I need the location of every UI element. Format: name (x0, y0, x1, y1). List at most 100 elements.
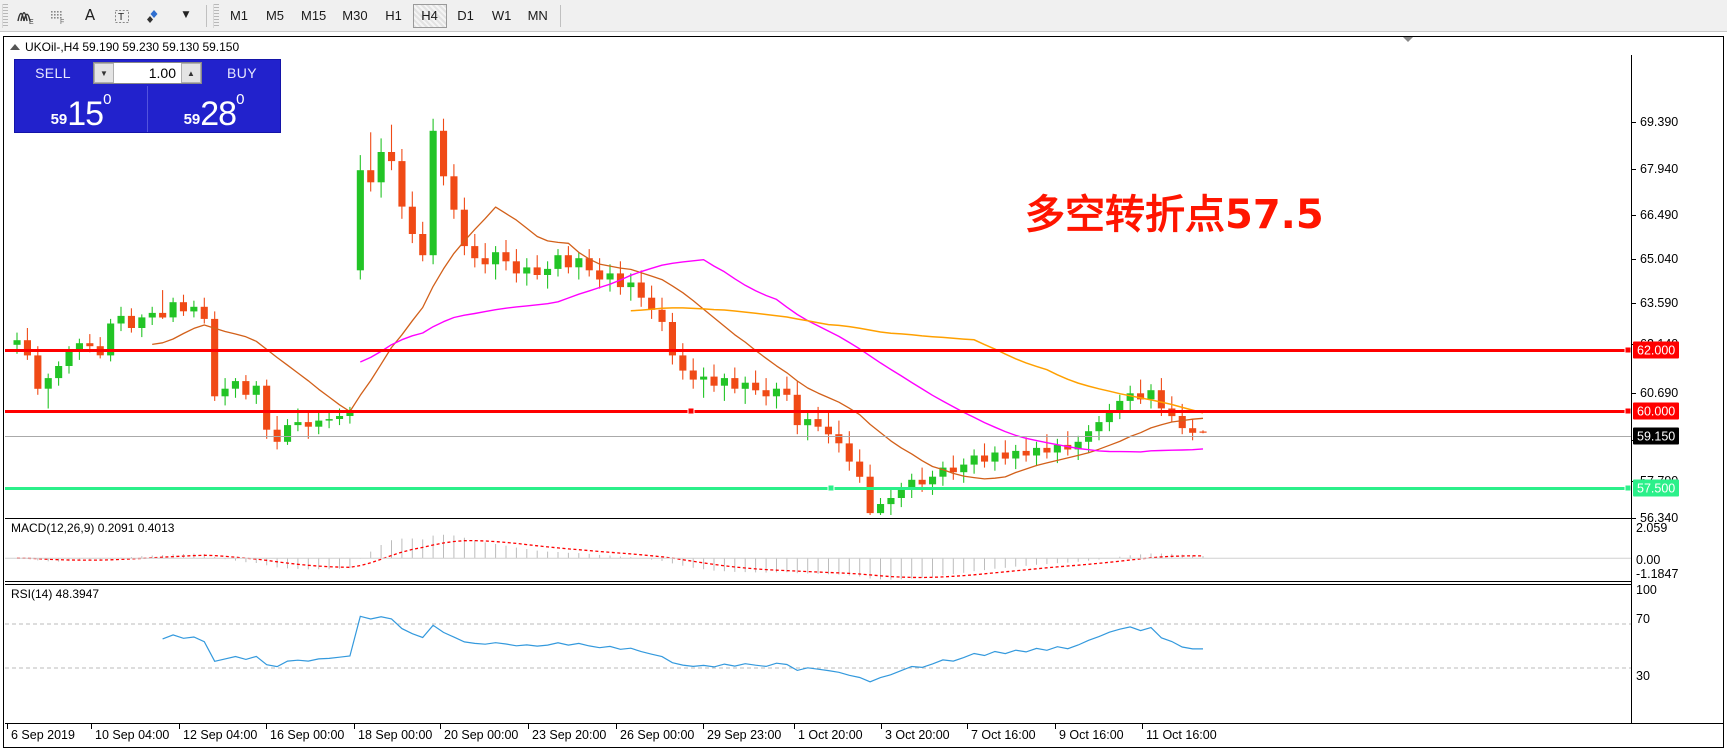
svg-text:E: E (29, 19, 34, 25)
rsi-chart-svg (5, 615, 1635, 683)
axis-tick-mark (1632, 122, 1636, 123)
price-tick-67-940: 67.940 (1640, 162, 1679, 176)
macd-signal-line (16, 539, 1204, 579)
time-label: 3 Oct 20:00 (885, 728, 950, 742)
time-tick-mark (440, 724, 441, 729)
axis-tick-mark (1632, 215, 1636, 216)
timeframe-h4[interactable]: H4 (412, 3, 447, 28)
timeframe-w1[interactable]: W1 (491, 8, 512, 23)
axis-tick-mark (1632, 303, 1636, 304)
price-level-62000[interactable]: 62.000 (1633, 341, 1680, 359)
price-pane[interactable]: 多空转折点57.5 (5, 55, 1635, 515)
one-click-trading-panel[interactable]: SELL ▼ 1.00 ▲ BUY 59 15 0 59 28 0 (14, 59, 281, 133)
support-57-5[interactable] (5, 487, 1635, 490)
time-label: 18 Sep 00:00 (358, 728, 433, 742)
macd-pane[interactable]: MACD(12,26,9) 0.2091 0.4013 (5, 518, 1635, 582)
time-tick-mark (616, 724, 617, 729)
timeframe-m5[interactable]: M5 (265, 8, 285, 23)
resistance-60-anchor[interactable] (687, 407, 695, 415)
octp-header-row: SELL ▼ 1.00 ▲ BUY (15, 60, 280, 86)
price-chart-svg (13, 118, 1207, 515)
time-label: 9 Oct 16:00 (1059, 728, 1124, 742)
price-axis[interactable]: 69.39067.94066.49065.04063.59062.14060.6… (1631, 55, 1723, 724)
buy-price-integer: 59 (183, 111, 201, 128)
objects-icon[interactable] (139, 3, 169, 29)
support-57-5-anchor[interactable] (827, 484, 835, 492)
sell-price-display[interactable]: 59 15 0 (15, 86, 148, 132)
timeframe-m15[interactable]: M15 (301, 8, 327, 23)
main-toolbar: E F A T (0, 0, 1727, 32)
triangle-up-icon (10, 44, 20, 50)
macd-tick-2059: 2.059 (1636, 521, 1668, 535)
current-price-line[interactable] (5, 436, 1635, 437)
resistance-62[interactable] (5, 349, 1635, 352)
time-axis[interactable]: 6 Sep 2019 10 Sep 04:00 12 Sep 04:00 16 Sep… (5, 723, 1723, 747)
sell-price-integer: 59 (50, 111, 68, 128)
text-icon[interactable]: A (84, 6, 96, 24)
volume-decrease-icon[interactable]: ▼ (94, 63, 114, 83)
time-label: 16 Sep 00:00 (270, 728, 345, 742)
rsi-tick-30: 30 (1636, 669, 1650, 683)
timeframe-mn[interactable]: MN (527, 8, 548, 23)
time-tick-mark (1055, 724, 1056, 729)
volume-increase-icon[interactable]: ▲ (181, 63, 201, 83)
octp-price-row: 59 15 0 59 28 0 (15, 86, 280, 132)
toolbar-separator (206, 4, 207, 27)
price-level-57500[interactable]: 57.500 (1633, 479, 1680, 497)
timeframe-h1[interactable]: H1 (385, 8, 402, 23)
price-level-60000[interactable]: 60.000 (1633, 402, 1680, 420)
moving-average-series (152, 206, 1204, 480)
toolbar-separator-2 (559, 4, 561, 27)
toolbar-grip[interactable] (2, 3, 8, 28)
price-tick-63-590: 63.590 (1640, 296, 1679, 310)
macd-label: MACD(12,26,9) 0.2091 0.4013 (11, 521, 175, 535)
time-tick-mark (794, 724, 795, 729)
timeframe-group: M1 M5 M15 M30 H1 H4 D1 W1 MN (221, 3, 556, 28)
time-tick-mark (967, 724, 968, 729)
chart-window: UKOil-,H4 59.190 59.230 59.130 59.150 多空… (3, 36, 1724, 748)
time-tick-mark (703, 724, 704, 729)
buy-button[interactable]: BUY (227, 65, 257, 81)
volume-stepper[interactable]: ▼ 1.00 ▲ (93, 62, 202, 84)
timeframe-m1[interactable]: M1 (229, 8, 249, 23)
price-tick-65-040: 65.040 (1640, 252, 1679, 266)
macd-tick-11847: -1.1847 (1636, 567, 1679, 581)
rsi-label: RSI(14) 48.3947 (11, 587, 100, 601)
candlestick-series (13, 118, 1207, 515)
indicators-icon[interactable]: E (11, 3, 41, 29)
chart-title-bar: UKOil-,H4 59.190 59.230 59.130 59.150 (6, 39, 239, 55)
collapse-icon[interactable] (1403, 37, 1413, 42)
price-tick-56-340: 56.340 (1640, 511, 1679, 525)
chevron-down-icon[interactable]: ▼ (182, 10, 190, 20)
sell-price-main: 15 (67, 94, 104, 133)
axis-tick-mark (1632, 518, 1636, 519)
timeframe-m30[interactable]: M30 (342, 8, 368, 23)
time-label: 26 Sep 00:00 (620, 728, 695, 742)
timeframe-d1[interactable]: D1 (457, 8, 474, 23)
time-label: 7 Oct 16:00 (971, 728, 1036, 742)
grid-icon[interactable]: F (43, 3, 73, 29)
buy-price-display[interactable]: 59 28 0 (148, 86, 280, 132)
volume-input[interactable]: 1.00 (114, 63, 181, 83)
axis-tick-mark (1632, 393, 1636, 394)
resistance-60[interactable] (5, 410, 1635, 413)
text-label-icon[interactable]: T (107, 3, 137, 29)
time-tick-mark (91, 724, 92, 729)
time-label: 1 Oct 20:00 (798, 728, 863, 742)
rsi-pane[interactable]: RSI(14) 48.3947 (5, 584, 1635, 724)
current-price-badge[interactable]: 59.150 (1633, 427, 1680, 445)
timeframe-grip[interactable] (213, 3, 219, 28)
svg-text:T: T (118, 12, 124, 23)
macd-chart-svg (5, 534, 1635, 580)
price-tick-66-490: 66.490 (1640, 208, 1679, 222)
chart-annotation-text: 多空转折点57.5 (1025, 192, 1324, 238)
time-label: 10 Sep 04:00 (95, 728, 170, 742)
svg-text:F: F (60, 19, 64, 25)
buy-price-main: 28 (200, 94, 237, 133)
macd-histogram (26, 534, 1204, 580)
sell-button[interactable]: SELL (35, 65, 71, 81)
rsi-tick-100: 100 (1636, 583, 1657, 597)
time-label: 6 Sep 2019 (11, 728, 75, 742)
sell-price-fraction: 0 (103, 91, 112, 108)
